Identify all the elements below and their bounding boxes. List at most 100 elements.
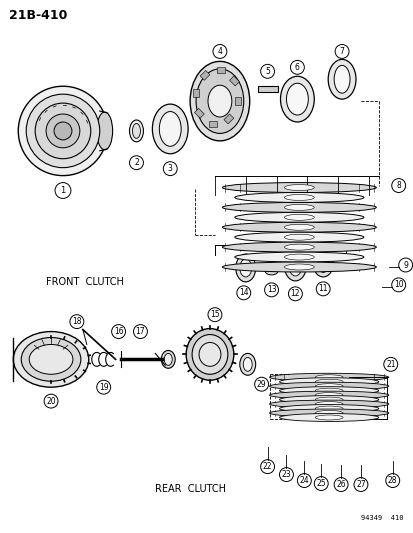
Ellipse shape (222, 183, 375, 192)
Ellipse shape (269, 391, 388, 399)
Ellipse shape (269, 400, 388, 408)
Text: 20: 20 (46, 397, 56, 406)
Ellipse shape (161, 350, 175, 368)
Ellipse shape (315, 415, 342, 420)
Ellipse shape (279, 405, 378, 413)
Ellipse shape (269, 373, 388, 381)
Text: 19: 19 (99, 383, 108, 392)
Ellipse shape (35, 103, 90, 159)
Ellipse shape (239, 259, 251, 277)
Ellipse shape (333, 66, 349, 93)
Bar (229, 76, 239, 86)
Ellipse shape (199, 343, 221, 366)
Ellipse shape (264, 265, 278, 275)
Text: 29: 29 (256, 379, 266, 389)
Text: 8: 8 (395, 181, 400, 190)
Ellipse shape (284, 195, 313, 200)
Ellipse shape (315, 401, 342, 407)
Text: 10: 10 (393, 280, 403, 289)
Ellipse shape (286, 83, 308, 115)
Ellipse shape (234, 232, 363, 242)
Ellipse shape (328, 59, 355, 99)
Ellipse shape (234, 192, 363, 203)
Text: 25: 25 (316, 479, 325, 488)
Text: 3: 3 (167, 164, 172, 173)
Ellipse shape (315, 384, 342, 389)
Ellipse shape (313, 251, 332, 277)
Ellipse shape (186, 328, 233, 380)
Text: 5: 5 (264, 67, 269, 76)
Ellipse shape (239, 353, 255, 375)
Ellipse shape (315, 406, 342, 411)
Ellipse shape (288, 256, 301, 276)
Ellipse shape (222, 222, 375, 232)
Ellipse shape (222, 203, 375, 212)
Text: 26: 26 (335, 480, 345, 489)
Bar (192, 89, 199, 97)
Ellipse shape (279, 395, 378, 403)
Ellipse shape (279, 378, 378, 386)
Ellipse shape (26, 94, 100, 168)
Ellipse shape (269, 382, 388, 390)
Ellipse shape (269, 409, 388, 417)
Text: 18: 18 (72, 317, 81, 326)
Ellipse shape (159, 111, 181, 147)
Ellipse shape (315, 397, 342, 402)
Ellipse shape (207, 85, 231, 117)
Ellipse shape (315, 388, 342, 393)
Ellipse shape (315, 379, 342, 384)
Ellipse shape (243, 358, 252, 372)
Ellipse shape (279, 414, 378, 422)
Ellipse shape (284, 264, 313, 270)
Text: 9: 9 (402, 261, 407, 270)
Ellipse shape (284, 254, 313, 260)
Ellipse shape (21, 337, 81, 381)
Ellipse shape (284, 214, 313, 220)
Text: 28: 28 (387, 476, 396, 485)
Ellipse shape (132, 124, 140, 139)
Ellipse shape (222, 242, 375, 252)
Bar (223, 114, 233, 124)
Text: 1: 1 (60, 186, 65, 195)
Text: 4: 4 (217, 47, 222, 56)
Text: 7: 7 (339, 47, 344, 56)
Ellipse shape (129, 120, 143, 142)
Ellipse shape (315, 375, 342, 379)
Ellipse shape (284, 251, 306, 281)
Ellipse shape (152, 104, 188, 154)
Text: REAR  CLUTCH: REAR CLUTCH (155, 483, 226, 494)
Text: 94349  410: 94349 410 (360, 515, 403, 521)
Ellipse shape (284, 184, 313, 190)
Text: 23: 23 (281, 470, 291, 479)
Ellipse shape (235, 254, 255, 282)
Ellipse shape (280, 76, 313, 122)
Text: 22: 22 (262, 462, 272, 471)
Bar (216, 67, 224, 74)
Text: 2: 2 (134, 158, 138, 167)
Ellipse shape (54, 122, 72, 140)
Text: 14: 14 (238, 288, 248, 297)
Ellipse shape (46, 114, 80, 148)
Text: 6: 6 (294, 63, 299, 72)
Ellipse shape (315, 393, 342, 398)
Ellipse shape (97, 112, 112, 150)
Text: 21: 21 (385, 360, 394, 369)
Ellipse shape (234, 252, 363, 262)
Ellipse shape (234, 212, 363, 222)
Text: 15: 15 (210, 310, 219, 319)
Ellipse shape (13, 332, 88, 387)
Ellipse shape (190, 61, 249, 141)
Text: FRONT  CLUTCH: FRONT CLUTCH (46, 277, 123, 287)
Ellipse shape (284, 234, 313, 240)
Bar (234, 97, 240, 105)
Text: 13: 13 (266, 285, 276, 294)
Text: 21B-410: 21B-410 (9, 9, 68, 22)
Ellipse shape (315, 410, 342, 416)
Ellipse shape (18, 86, 107, 175)
Text: 27: 27 (355, 480, 365, 489)
Ellipse shape (29, 344, 73, 374)
Bar (199, 70, 209, 80)
Bar (257, 86, 277, 92)
Text: 16: 16 (114, 327, 123, 336)
Text: 11: 11 (318, 284, 327, 293)
